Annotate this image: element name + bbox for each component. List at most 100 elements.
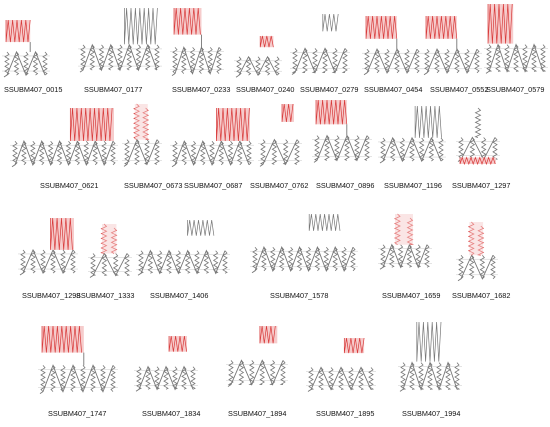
panel-SSUBM407_0454: SSUBM407_0454 — [362, 15, 422, 94]
loop-path — [379, 243, 428, 270]
helix-bundle — [69, 107, 113, 142]
helix-bundle-highlight — [366, 16, 397, 39]
tm-helix — [50, 249, 56, 274]
loop-path — [171, 139, 250, 168]
tm-helix — [252, 246, 258, 272]
tm-helix — [490, 254, 496, 280]
tm-helix — [380, 137, 386, 162]
panel-SSUBM407_1747: SSUBM407_1747 — [38, 325, 118, 418]
panel-label: SSUBM407_0896 — [316, 181, 374, 190]
panel-label: SSUBM407_1196 — [384, 181, 442, 190]
loop-path — [235, 55, 278, 78]
helix-bundle — [343, 337, 365, 354]
tm-helix — [236, 140, 243, 166]
panel-label: SSUBM407_1297 — [452, 181, 510, 190]
tm-helix — [209, 140, 215, 166]
panel-SSUBM407_0621: SSUBM407_0621 — [10, 107, 118, 190]
tm-helix — [424, 244, 430, 268]
panel-label: SSUBM407_1578 — [270, 291, 328, 300]
panel-SSUBM407_0687: SSUBM407_0687 — [170, 107, 254, 190]
tm-helix — [184, 250, 191, 274]
tm-helix — [321, 48, 328, 73]
panel-label: SSUBM407_0762 — [250, 181, 308, 190]
helix-bundle — [168, 335, 187, 352]
tm-helix — [404, 48, 410, 74]
helix-bundle — [425, 15, 458, 39]
tm-helix — [227, 140, 234, 166]
tm-helix — [147, 250, 154, 274]
helix-bundle — [281, 103, 294, 122]
helix-bundle — [459, 156, 496, 166]
tm-helix — [341, 48, 348, 73]
panel-SSUBM407_1196: SSUBM407_1196 — [378, 105, 446, 190]
tm-helix — [218, 140, 225, 166]
tm-helix — [236, 56, 242, 76]
panel-SSUBM407_1895: SSUBM407_1895 — [306, 337, 376, 418]
panel-SSUBM407_1994: SSUBM407_1994 — [398, 321, 462, 418]
tm-helix — [261, 246, 267, 272]
tm-helix — [172, 140, 178, 166]
panel-label: SSUBM407_1834 — [142, 409, 200, 418]
tm-helix — [274, 56, 280, 76]
panel-label: SSUBM407_1333 — [76, 291, 134, 300]
tm-helix — [83, 140, 90, 166]
tm-helix — [238, 360, 245, 385]
loop-path — [423, 48, 478, 76]
panel-SSUBM407_1894: SSUBM407_1894 — [226, 325, 288, 418]
tm-helix — [394, 48, 400, 74]
tm-helix — [38, 140, 45, 166]
helix-bundle — [308, 213, 341, 231]
tm-helix — [301, 48, 308, 73]
helix-bundle — [365, 15, 398, 39]
panel-SSUBM407_1297: SSUBM407_1297 — [452, 107, 510, 190]
helix-bundle — [50, 217, 73, 250]
panel-label: SSUBM407_1894 — [228, 409, 286, 418]
tm-helix — [454, 48, 460, 74]
tm-helix — [203, 250, 210, 274]
loop-path — [291, 47, 346, 75]
panel-label: SSUBM407_1994 — [402, 409, 460, 418]
tm-helix — [255, 56, 261, 76]
panel-SSUBM407_1333: SSUBM407_1333 — [76, 223, 134, 300]
tm-helix — [424, 48, 430, 74]
tm-helix — [101, 140, 107, 166]
tm-helix — [458, 254, 464, 280]
helix-bundle-highlight — [259, 326, 278, 344]
tm-helix — [222, 250, 228, 274]
panel-SSUBM407_0177: SSUBM407_0177 — [78, 7, 162, 94]
tm-helix — [166, 250, 172, 274]
tm-helix — [522, 44, 529, 72]
tm-helix — [314, 246, 321, 272]
tm-helix — [323, 246, 330, 272]
tm-helix — [264, 56, 271, 76]
tm-helix — [406, 244, 413, 268]
panel-label: SSUBM407_0687 — [184, 181, 242, 190]
helix-bundle — [173, 7, 201, 35]
tm-helix — [332, 246, 338, 272]
tm-helix — [374, 48, 380, 74]
helix-bundle — [414, 105, 442, 138]
tm-helix — [287, 246, 294, 272]
tm-helix — [492, 137, 499, 160]
tm-helix — [418, 362, 425, 390]
loop-path — [11, 139, 114, 168]
tm-helix — [271, 139, 278, 165]
tm-helix — [124, 253, 131, 276]
panel-SSUBM407_0233: SSUBM407_0233 — [170, 7, 230, 94]
tm-helix — [47, 140, 54, 166]
loop-path — [399, 361, 458, 392]
panel-SSUBM407_1406: SSUBM407_1406 — [136, 219, 230, 300]
helix-bundle-highlight — [316, 100, 347, 125]
long-helix — [474, 107, 482, 138]
panel-label: SSUBM407_0233 — [172, 85, 230, 94]
tm-helix — [21, 140, 27, 166]
helix-bundle — [259, 325, 276, 344]
tm-helix — [40, 249, 46, 274]
panel-SSUBM407_0240: SSUBM407_0240 — [234, 35, 294, 94]
tm-helix — [540, 44, 547, 72]
loop-path — [3, 50, 46, 78]
panel-SSUBM407_0673: SSUBM407_0673 — [122, 103, 182, 190]
tm-helix — [23, 51, 29, 76]
tm-helix — [434, 48, 440, 74]
